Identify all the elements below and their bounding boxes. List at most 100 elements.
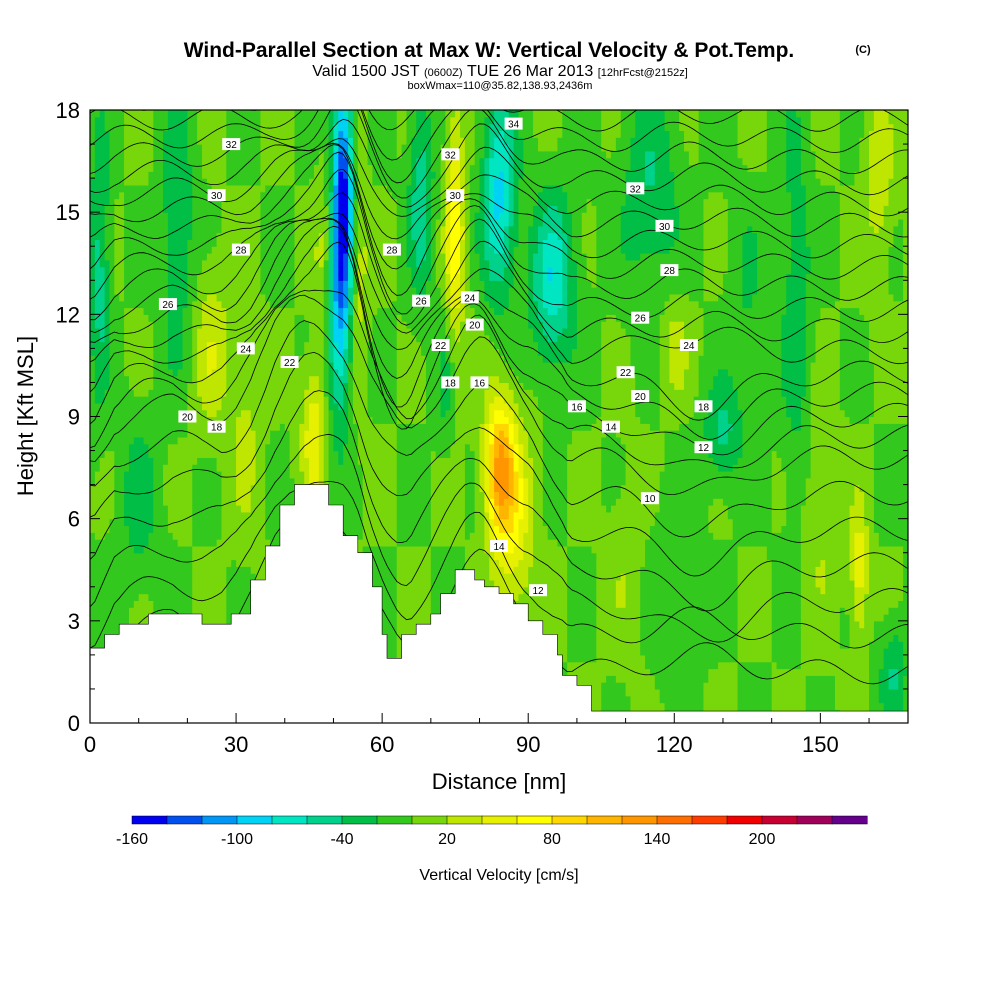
velocity-cell <box>192 327 198 336</box>
velocity-cell <box>90 321 96 329</box>
velocity-cell <box>236 218 242 227</box>
velocity-cell <box>177 266 184 275</box>
velocity-cell <box>109 116 115 125</box>
velocity-cell <box>172 164 179 172</box>
velocity-cell <box>294 334 300 343</box>
velocity-cell <box>245 362 252 370</box>
velocity-cell <box>177 600 184 608</box>
velocity-cell <box>299 402 305 411</box>
velocity-cell <box>187 341 193 349</box>
velocity-cell <box>201 137 208 145</box>
velocity-cell <box>250 334 257 343</box>
velocity-cell <box>245 300 252 309</box>
velocity-cell <box>158 327 164 336</box>
velocity-cell <box>172 457 179 465</box>
velocity-cell <box>245 191 252 200</box>
velocity-cell <box>299 191 305 200</box>
velocity-cell <box>133 552 140 561</box>
velocity-cell <box>260 539 266 547</box>
velocity-cell <box>245 253 252 261</box>
velocity-cell <box>182 559 188 567</box>
velocity-cell <box>221 205 227 213</box>
velocity-cell <box>114 253 120 261</box>
velocity-cell <box>279 443 286 452</box>
velocity-cell <box>148 484 154 493</box>
velocity-cell <box>158 218 164 227</box>
velocity-cell <box>245 273 252 281</box>
velocity-cell <box>182 457 188 465</box>
velocity-cell <box>255 341 262 349</box>
velocity-cell <box>153 246 159 254</box>
velocity-cell <box>323 184 330 193</box>
velocity-cell <box>328 239 335 247</box>
velocity-cell <box>236 321 242 329</box>
velocity-cell <box>299 259 305 268</box>
velocity-cell <box>275 525 281 533</box>
velocity-cell <box>177 218 184 227</box>
velocity-cell <box>275 191 281 200</box>
velocity-cell <box>94 484 101 493</box>
velocity-cell <box>114 600 120 608</box>
velocity-cell <box>128 327 135 336</box>
velocity-cell <box>119 307 125 315</box>
velocity-cell <box>309 423 315 431</box>
velocity-cell <box>338 164 344 172</box>
velocity-cell <box>163 259 169 268</box>
velocity-cell <box>260 116 266 125</box>
velocity-cell <box>231 491 237 499</box>
velocity-cell <box>153 116 159 125</box>
velocity-cell <box>128 545 135 554</box>
velocity-cell <box>270 334 276 343</box>
velocity-cell <box>211 566 218 574</box>
velocity-cell <box>240 532 247 540</box>
velocity-cell <box>90 470 96 479</box>
velocity-cell <box>138 409 145 418</box>
velocity-cell <box>279 457 286 465</box>
velocity-cell <box>289 266 296 275</box>
velocity-cell <box>343 307 349 315</box>
velocity-cell <box>348 457 354 465</box>
velocity-cell <box>143 368 150 377</box>
velocity-cell <box>284 212 291 220</box>
velocity-cell <box>299 110 305 118</box>
velocity-cell <box>114 477 120 486</box>
velocity-cell <box>158 511 164 520</box>
velocity-cell <box>250 423 257 431</box>
velocity-cell <box>221 110 227 118</box>
velocity-cell <box>245 607 252 615</box>
velocity-cell <box>177 341 184 349</box>
velocity-cell <box>289 307 296 315</box>
velocity-cell <box>279 498 286 506</box>
velocity-cell <box>104 484 111 493</box>
velocity-cell <box>211 539 218 547</box>
velocity-cell <box>226 116 232 125</box>
velocity-cell <box>211 389 218 397</box>
velocity-cell <box>270 416 276 424</box>
velocity-cell <box>148 184 154 193</box>
velocity-cell <box>197 539 203 547</box>
velocity-cell <box>216 287 223 295</box>
velocity-cell <box>240 321 247 329</box>
velocity-cell <box>192 505 198 513</box>
velocity-cell <box>158 307 164 315</box>
velocity-cell <box>94 266 101 275</box>
velocity-cell <box>294 171 300 179</box>
velocity-cell <box>323 144 330 152</box>
velocity-cell <box>328 491 335 499</box>
velocity-cell <box>294 396 300 404</box>
velocity-cell <box>216 484 223 493</box>
velocity-cell <box>250 545 257 554</box>
velocity-cell <box>158 443 164 452</box>
velocity-cell <box>265 477 271 486</box>
velocity-cell <box>279 191 286 200</box>
velocity-cell <box>265 436 271 445</box>
velocity-cell <box>119 545 125 554</box>
velocity-cell <box>352 164 359 172</box>
velocity-cell <box>284 246 291 254</box>
velocity-cell <box>240 355 247 363</box>
velocity-cell <box>148 477 154 486</box>
velocity-cell <box>192 191 198 200</box>
velocity-cell <box>138 280 145 288</box>
velocity-cell <box>158 178 164 186</box>
velocity-cell <box>206 532 213 540</box>
